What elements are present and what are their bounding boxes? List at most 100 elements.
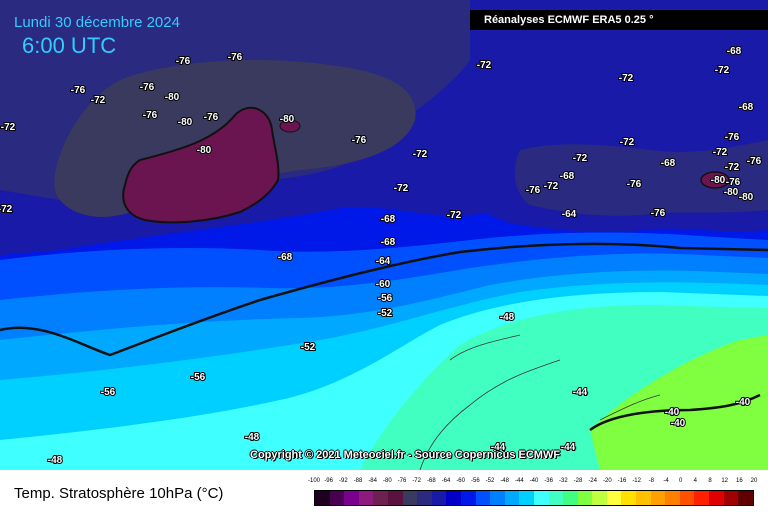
contour-label: -52 [378, 308, 393, 319]
contour-line-40 [589, 393, 761, 432]
scale-swatch [723, 491, 739, 505]
scale-tick: 0 [678, 478, 683, 484]
contour-label: -76 [726, 177, 741, 188]
contour-label: -56 [378, 293, 393, 304]
scale-swatch [606, 491, 622, 505]
contour-label: -76 [747, 156, 762, 167]
temperature-map: -76-76-76-72-76-80-76-80-76-80-76-80-72-… [0, 0, 768, 470]
scale-tick: -60 [456, 478, 465, 484]
contour-label: -40 [671, 418, 686, 429]
scale-tick: -96 [324, 478, 333, 484]
scale-tick: -56 [470, 478, 480, 484]
contour-label: -72 [619, 73, 634, 84]
scale-swatch [592, 491, 607, 505]
contour-label: -76 [140, 82, 155, 93]
contour-label: -56 [101, 387, 116, 398]
scale-swatch [387, 491, 403, 505]
contour-label: -44 [561, 442, 576, 453]
contour-label: -76 [71, 85, 86, 96]
contour-label: -72 [725, 162, 740, 173]
contour-label: -44 [573, 387, 588, 398]
ne-patch-minus76 [514, 140, 768, 216]
scale-swatch [694, 491, 710, 505]
greenland-cold-spot [279, 119, 301, 133]
contour-label: -80 [178, 117, 193, 128]
contour-label: -44 [491, 442, 506, 453]
ne-cold-spot [700, 171, 730, 189]
contour-label: -68 [661, 158, 676, 169]
contour-label: -48 [245, 432, 260, 443]
contour-label: -40 [736, 397, 751, 408]
cold-core [122, 106, 280, 224]
contour-label: -72 [0, 204, 13, 215]
contour-label: -80 [724, 187, 739, 198]
contour-label: -64 [562, 209, 577, 220]
scale-tick: -100 [307, 478, 320, 484]
contour-label: -48 [48, 455, 63, 466]
scale-tick: -84 [368, 478, 377, 484]
scale-tick: 20 [750, 478, 758, 484]
contour-label: -76 [627, 179, 642, 190]
scale-swatch [329, 491, 345, 505]
contour-label: -48 [500, 312, 515, 323]
scale-swatch [577, 491, 593, 505]
scale-tick: -28 [573, 478, 583, 484]
copyright-label: Copyright © 2021 Meteociel.fr - Source C… [250, 449, 561, 461]
scale-swatch [490, 491, 505, 505]
band-minus40 [590, 335, 768, 470]
scale-swatch [738, 491, 753, 505]
map-svg: -76-76-76-72-76-80-76-80-76-80-76-80-72-… [0, 0, 768, 470]
scale-tick: -72 [412, 478, 421, 484]
scale-tick: -24 [588, 478, 597, 484]
contour-label: -72 [447, 210, 462, 221]
contour-label: -52 [301, 342, 316, 353]
scale-swatch [315, 491, 330, 505]
scale-swatch [548, 491, 564, 505]
scale-swatch [417, 491, 432, 505]
contour-label: -76 [228, 52, 243, 63]
contour-label: -72 [1, 122, 16, 133]
contour-label: -72 [715, 65, 730, 76]
contour-label: -68 [381, 237, 396, 248]
scale-tick: -52 [485, 478, 495, 484]
scale-tick: -68 [426, 478, 436, 484]
contour-label: -76 [204, 112, 219, 123]
scale-tick: -76 [397, 478, 407, 484]
contour-label: -72 [713, 147, 728, 158]
contour-label: -80 [197, 145, 212, 156]
scale-tick: -20 [602, 478, 612, 484]
contour-label: -68 [278, 252, 293, 263]
scale-swatch [402, 491, 418, 505]
scale-tick: -64 [441, 478, 451, 484]
contour-label: -76 [352, 135, 367, 146]
scale-tick: -16 [617, 478, 627, 484]
contour-label: -72 [91, 95, 106, 106]
scale-swatch [563, 491, 578, 505]
contour-label: -76 [143, 110, 158, 121]
scale-tick: -48 [500, 478, 509, 484]
scale-swatch [519, 491, 534, 505]
contour-label: -76 [725, 132, 740, 143]
scale-swatch [431, 491, 447, 505]
scale-swatch [344, 491, 359, 505]
scale-swatch [709, 491, 724, 505]
contour-label: -76 [176, 56, 191, 67]
scale-swatch [636, 491, 651, 505]
scale-swatch [533, 491, 549, 505]
date-label: Lundi 30 décembre 2024 [14, 14, 180, 31]
scale-swatch [460, 491, 476, 505]
contour-label: -80 [165, 92, 180, 103]
time-label: 6:00 UTC [22, 33, 117, 58]
scale-swatch [373, 491, 388, 505]
scale-swatch [621, 491, 637, 505]
scale-swatch [358, 491, 374, 505]
contour-label: -76 [526, 185, 541, 196]
contour-label: -72 [544, 181, 559, 192]
source-label: Réanalyses ECMWF ERA5 0.25 ° [470, 10, 768, 30]
scale-tick: 16 [735, 478, 743, 484]
contour-label: -72 [413, 149, 428, 160]
scale-tick: -4 [663, 478, 669, 484]
contour-label: -68 [739, 102, 754, 113]
contour-labels: -76-76-76-72-76-80-76-80-76-80-76-80-72-… [0, 45, 763, 467]
contour-label: -68 [381, 214, 396, 225]
